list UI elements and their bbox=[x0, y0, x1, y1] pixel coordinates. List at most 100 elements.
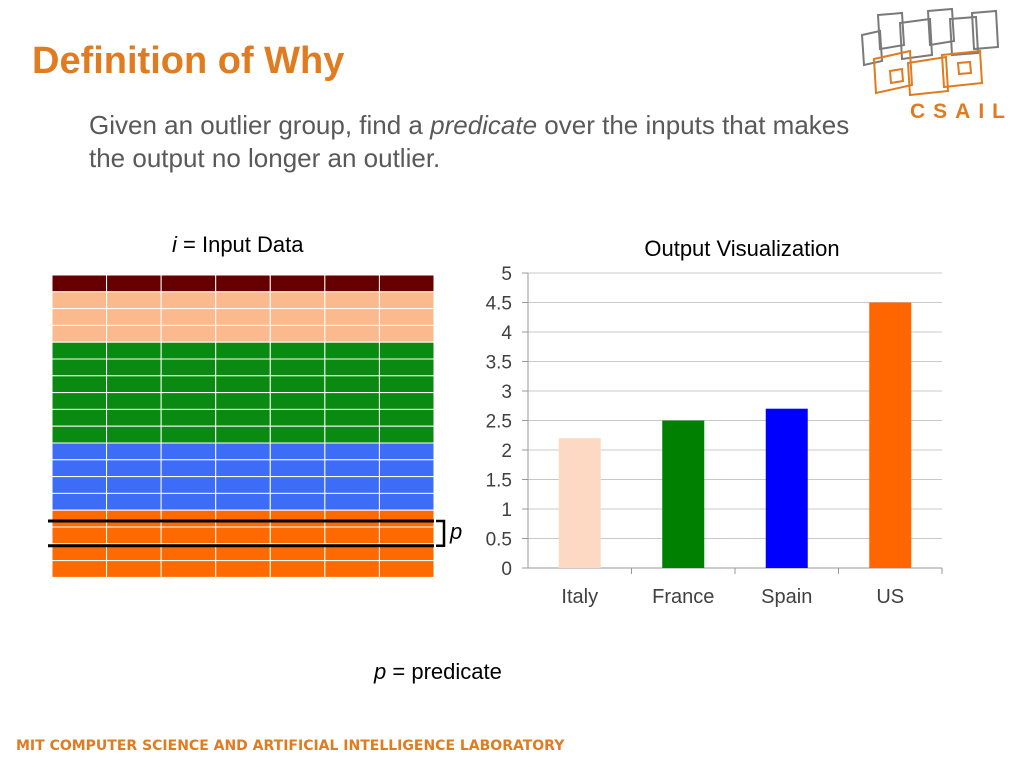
table-cell bbox=[51, 476, 108, 494]
table-cell bbox=[215, 324, 271, 343]
table-cell bbox=[378, 375, 435, 394]
y-tick-label: 3.5 bbox=[486, 353, 512, 374]
table-cell bbox=[378, 291, 435, 310]
bar-spain bbox=[765, 408, 808, 568]
table-cell bbox=[51, 492, 108, 511]
table-cell bbox=[106, 476, 162, 494]
table-cell bbox=[215, 291, 271, 310]
input-eq: = bbox=[176, 232, 202, 257]
table-cell bbox=[324, 526, 380, 545]
table-cell bbox=[51, 526, 108, 545]
table-cell bbox=[269, 375, 326, 394]
table-cell bbox=[160, 560, 217, 578]
table-cell bbox=[160, 425, 217, 444]
table-cell bbox=[324, 291, 380, 310]
predicate-eq: = bbox=[386, 659, 412, 684]
table-cell bbox=[324, 560, 380, 578]
table-cell bbox=[106, 308, 162, 326]
table-cell bbox=[160, 408, 217, 427]
table-cell bbox=[269, 459, 326, 478]
subtitle-text-pre: Given an outlier group, find a bbox=[89, 110, 431, 140]
predicate-var: p bbox=[374, 659, 387, 684]
subtitle-text-post: over the inputs that makes the output no… bbox=[89, 110, 850, 173]
table-cell bbox=[51, 291, 108, 310]
table-cell bbox=[378, 509, 435, 528]
table-cell bbox=[106, 408, 162, 427]
table-cell bbox=[269, 425, 326, 444]
table-cell bbox=[269, 526, 326, 545]
table-cell bbox=[269, 392, 326, 410]
table-cell bbox=[215, 392, 271, 410]
table-cell bbox=[378, 560, 435, 578]
input-data-label: i = Input Data bbox=[172, 232, 303, 258]
predicate-text: predicate bbox=[411, 659, 502, 684]
table-cell bbox=[324, 324, 380, 343]
table-cell bbox=[378, 392, 435, 410]
table-cell bbox=[324, 408, 380, 427]
table-cell bbox=[378, 425, 435, 444]
table-cell bbox=[51, 459, 108, 478]
table-cell bbox=[324, 442, 380, 461]
table-cell bbox=[106, 375, 162, 394]
table-cell bbox=[215, 425, 271, 444]
chart-title: Output Visualization bbox=[644, 236, 839, 261]
table-cell bbox=[378, 308, 435, 326]
table-cell bbox=[160, 459, 217, 478]
table-cell bbox=[215, 358, 271, 377]
subtitle-emphasis: predicate bbox=[430, 110, 538, 140]
table-cell bbox=[106, 425, 162, 444]
table-cell bbox=[160, 274, 217, 293]
table-cell bbox=[160, 509, 217, 528]
y-tick-label: 2 bbox=[501, 441, 512, 462]
table-cell bbox=[324, 392, 380, 410]
y-tick-label: 4.5 bbox=[486, 294, 512, 315]
table-cell bbox=[160, 358, 217, 377]
table-cell bbox=[269, 492, 326, 511]
table-cell bbox=[378, 274, 435, 293]
table-cell bbox=[269, 442, 326, 461]
table-cell bbox=[215, 526, 271, 545]
table-cell bbox=[51, 442, 108, 461]
table-cell bbox=[51, 341, 108, 360]
table-cell bbox=[106, 274, 162, 293]
table-cell bbox=[106, 392, 162, 410]
y-tick-label: 0 bbox=[501, 559, 512, 580]
table-cell bbox=[51, 274, 108, 293]
table-cell bbox=[51, 509, 108, 528]
table-cell bbox=[106, 442, 162, 461]
table-cell bbox=[160, 476, 217, 494]
table-cell bbox=[51, 560, 108, 578]
table-cell bbox=[106, 358, 162, 377]
table-cell bbox=[160, 492, 217, 511]
table-cell bbox=[324, 308, 380, 326]
table-cell bbox=[215, 476, 271, 494]
table-cell bbox=[51, 392, 108, 410]
table-cell bbox=[160, 341, 217, 360]
table-cell bbox=[378, 459, 435, 478]
table-cell bbox=[215, 375, 271, 394]
y-tick-label: 3 bbox=[501, 382, 512, 403]
table-cell bbox=[324, 341, 380, 360]
table-cell bbox=[106, 341, 162, 360]
y-tick-label: 0.5 bbox=[486, 530, 512, 551]
x-tick-label: Spain bbox=[761, 586, 812, 608]
table-cell bbox=[269, 358, 326, 377]
table-cell bbox=[324, 492, 380, 511]
table-cell bbox=[269, 291, 326, 310]
y-tick-label: 4 bbox=[501, 323, 512, 344]
bar-france bbox=[662, 420, 705, 568]
table-cell bbox=[160, 526, 217, 545]
output-chart: Output Visualization 0 0.5 1 1.5 2 2.5 3 3.5 4 4.5… bbox=[486, 236, 943, 608]
table-cell bbox=[215, 308, 271, 326]
table-cell bbox=[324, 425, 380, 444]
x-tick-label: US bbox=[876, 586, 904, 608]
table-cell bbox=[51, 324, 108, 343]
input-data-table: p bbox=[48, 274, 462, 578]
table-cell bbox=[269, 408, 326, 427]
table-cell bbox=[269, 509, 326, 528]
table-cell bbox=[106, 459, 162, 478]
table-cell bbox=[160, 324, 217, 343]
table-cell bbox=[215, 492, 271, 511]
table-cell bbox=[106, 526, 162, 545]
table-cell bbox=[51, 425, 108, 444]
